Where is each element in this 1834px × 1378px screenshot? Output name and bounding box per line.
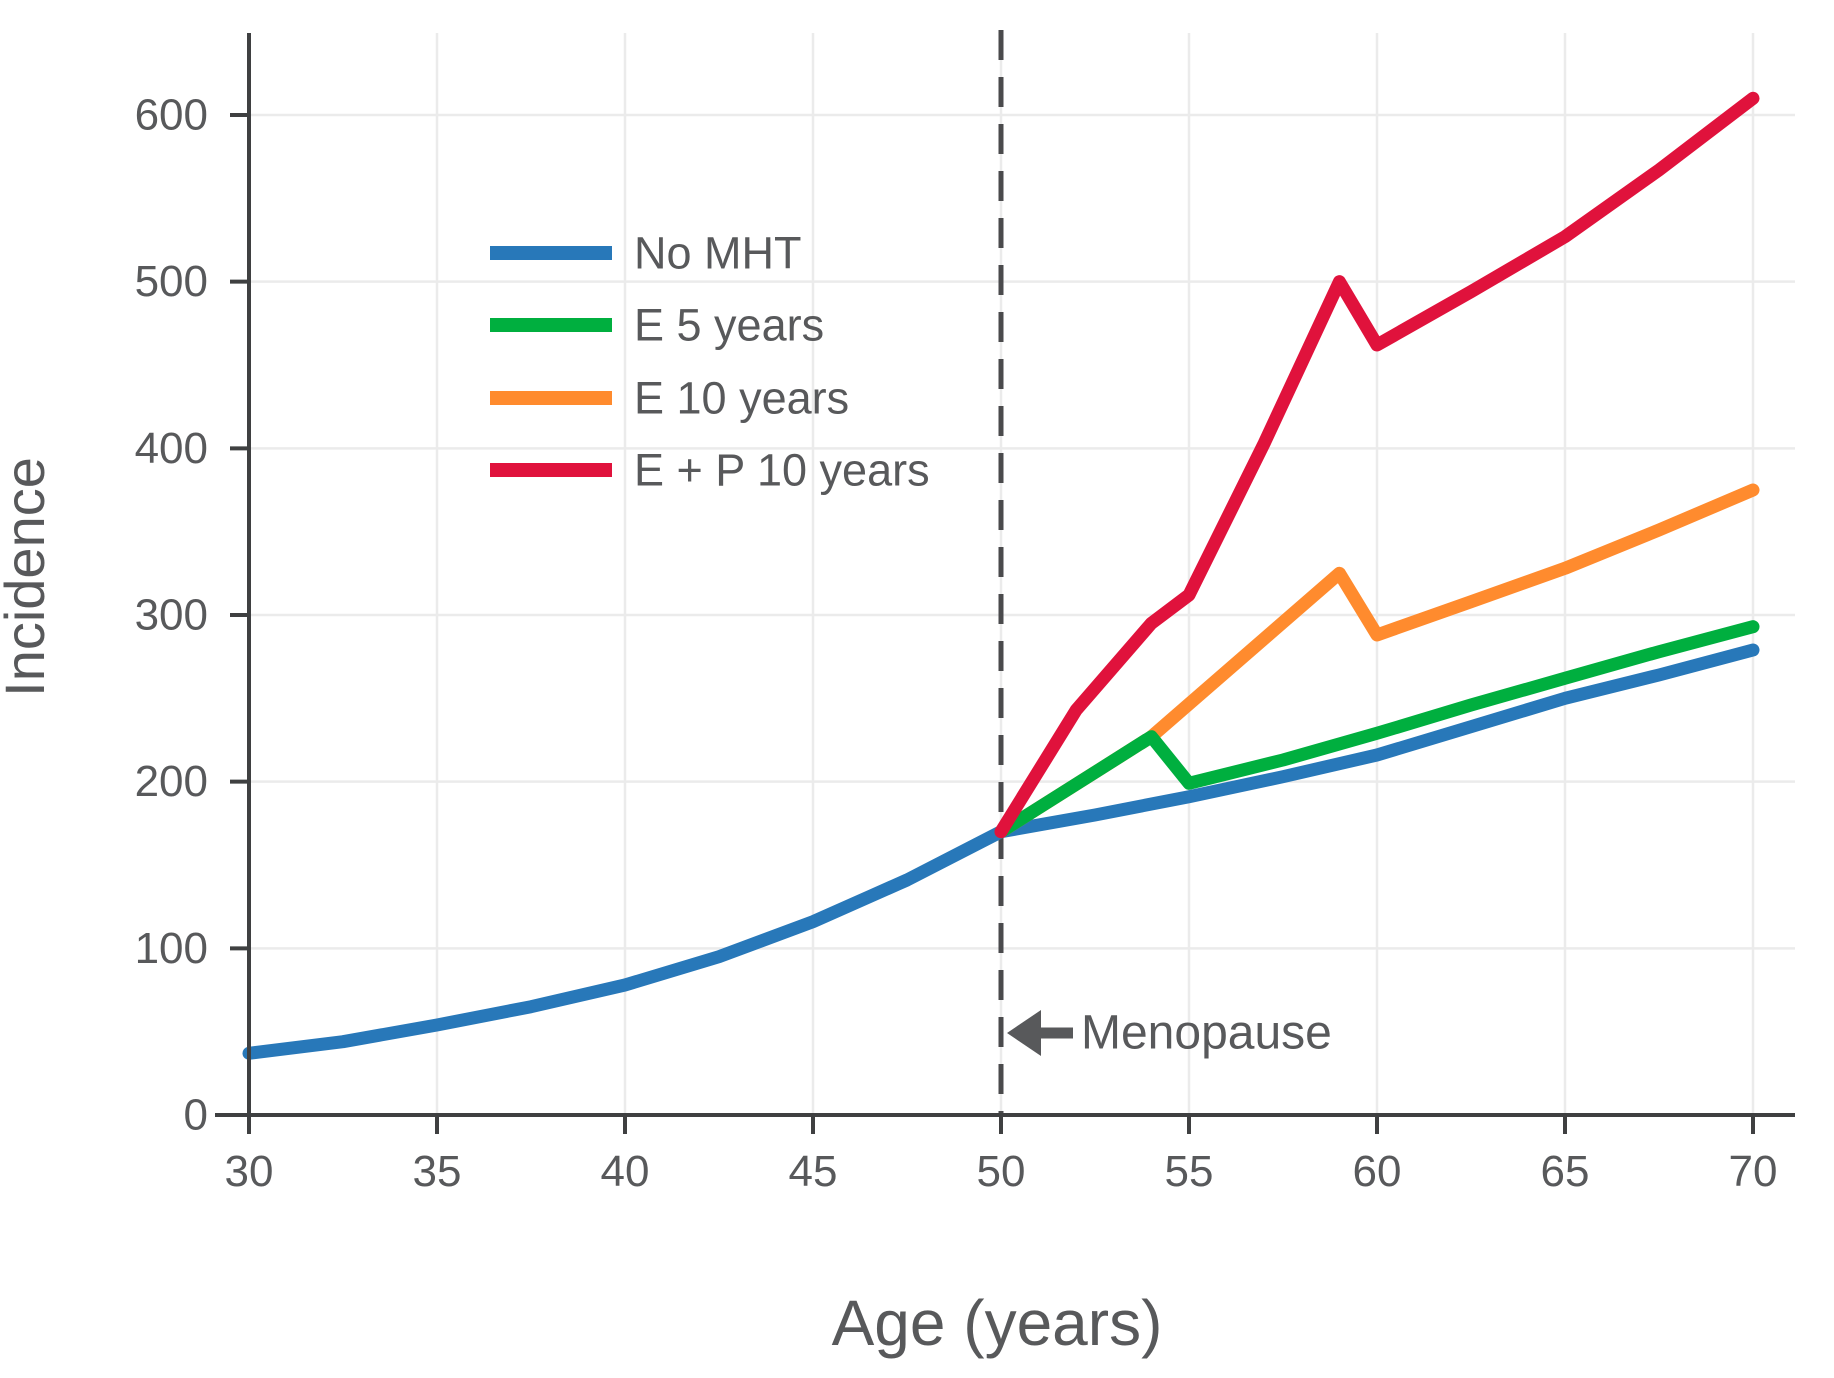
series-line-e-p-10-years xyxy=(994,91,1760,839)
y-tick-label: 500 xyxy=(135,257,208,306)
ticks xyxy=(230,113,1755,1134)
y-tick-label: 300 xyxy=(135,591,208,640)
legend-swatch xyxy=(490,391,612,405)
series-line-e-5-years xyxy=(994,620,1760,839)
menopause-label: Menopause xyxy=(1081,1007,1332,1060)
x-tick-label: 35 xyxy=(413,1147,462,1196)
y-tick-label: 600 xyxy=(135,91,208,140)
x-tick-label: 40 xyxy=(601,1147,650,1196)
y-tick-label: 0 xyxy=(184,1091,208,1140)
y-tick-label: 200 xyxy=(135,757,208,806)
legend-item-no-mht: No MHT xyxy=(490,228,802,279)
legend-item-e-p-10-years: E + P 10 years xyxy=(490,445,930,496)
x-tick-label: 70 xyxy=(1729,1147,1778,1196)
legend-label: E 10 years xyxy=(634,373,849,424)
menopause-arrow-icon xyxy=(1007,1010,1041,1056)
x-tick-label: 55 xyxy=(1165,1147,1214,1196)
legend-swatch xyxy=(490,463,612,477)
legend-swatch xyxy=(490,318,612,332)
x-tick-label: 60 xyxy=(1353,1147,1402,1196)
legend: No MHT E 5 years E 10 years E + P 10 years xyxy=(490,228,930,496)
legend-item-e-10-years: E 10 years xyxy=(490,373,849,424)
series-line-e-10-years xyxy=(994,483,1760,839)
menopause-arrow-shaft xyxy=(1039,1027,1073,1039)
legend-item-e-5-years: E 5 years xyxy=(490,300,824,351)
x-tick-label: 50 xyxy=(977,1147,1026,1196)
legend-swatch xyxy=(490,246,612,260)
x-axis-title: Age (years) xyxy=(832,1287,1163,1359)
x-tick-label: 30 xyxy=(225,1147,274,1196)
x-tick-label: 45 xyxy=(789,1147,838,1196)
legend-label: E + P 10 years xyxy=(634,445,930,496)
y-axis-title: Incidence xyxy=(0,457,56,697)
y-tick-label: 400 xyxy=(135,424,208,473)
menopause-annotation: Menopause xyxy=(1007,1007,1332,1060)
legend-label: E 5 years xyxy=(634,300,824,351)
legend-label: No MHT xyxy=(634,228,802,279)
y-tick-label: 100 xyxy=(135,924,208,973)
x-tick-label: 65 xyxy=(1541,1147,1590,1196)
